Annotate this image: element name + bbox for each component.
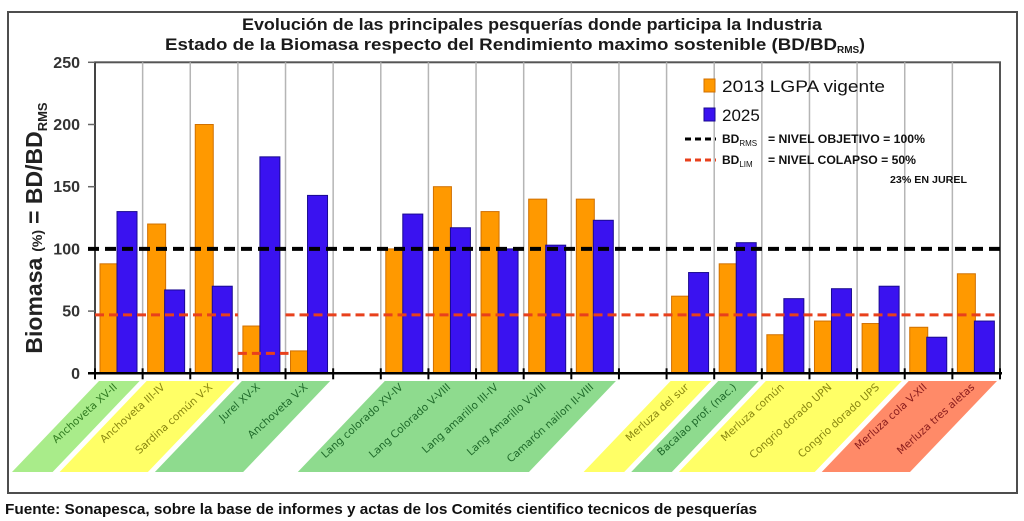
bar-2025-lang-amarillo-iii-iv (497, 248, 519, 374)
bar-2013-lgpa-vigente-congrio-dorado-upn (813, 320, 833, 374)
bar-2013-lgpa-vigente-lang-colorado-xv-iv (385, 248, 405, 374)
category-group-band (154, 381, 331, 472)
source-footer: Fuente: Sonapesca, sobre la base de info… (5, 501, 757, 518)
y-axis: 0 50 100 150 200 250 (53, 55, 96, 383)
y-tick-label: 0 (71, 366, 80, 383)
bar-2025-merluza-tres-aletas (973, 320, 995, 374)
bar-2013-lgpa-vigente-jurel-xv-x (242, 325, 262, 374)
bar-2013-lgpa-vigente-anchoveta-iii-iv (147, 223, 167, 374)
y-axis-label-percent: (%) (29, 230, 45, 252)
category-group-band (631, 381, 759, 472)
bar-2013-lgpa-vigente-lang-amarillo-v-viii (528, 198, 548, 374)
legend-jurel-note: 23% EN JUREL (890, 175, 967, 186)
chart-title-line-2-main: Estado de la Biomasa respecto del Rendim… (165, 35, 837, 54)
bar-2025-merluza-del-sur (688, 272, 710, 374)
legend-bd-lim-subscript: LIM (739, 160, 753, 169)
bar-2025-anchoveta-xv-ii (116, 211, 138, 374)
bar-2025-lang-colorado-xv-iv (402, 213, 424, 374)
bar-2013-lgpa-vigente-merluza-cola-v-xii (909, 326, 929, 374)
bar-2025-lang-amarillo-v-viii (545, 244, 567, 374)
bar-2013-lgpa-vigente-camaron-nailon-ii-viii (575, 198, 595, 374)
bar-2013-lgpa-vigente-anchoveta-v-x (290, 350, 310, 374)
bar-2025-merluza-comun (783, 298, 805, 374)
bar-2013-lgpa-vigente-bacalao-prof-nac (718, 263, 738, 374)
bar-2025-merluza-cola-v-xii (926, 336, 948, 374)
bar-2025-jurel-xv-x (259, 156, 281, 374)
legend-bd-rms-description: = NIVEL OBJETIVO = 100% (768, 132, 925, 146)
bar-2025-bacalao-prof-nac (735, 242, 757, 374)
category-label-bands (12, 381, 997, 472)
legend-item-2013: 2013 LGPA vigente (703, 77, 885, 96)
legend: 2013 LGPA vigente 2025 BDRMS = NIVEL OBJE… (685, 77, 967, 186)
y-axis-label-equation: = BD/BD (21, 131, 47, 224)
bar-2025-congrio-dorado-ups (878, 285, 900, 374)
bar-2013-lgpa-vigente-merluza-comun (766, 334, 786, 374)
category-group-band (821, 381, 997, 472)
legend-label-bd-rms: BDRMS = NIVEL OBJETIVO = 100% (722, 132, 925, 148)
y-tick-label: 100 (53, 241, 80, 258)
legend-item-2025: 2025 (703, 106, 760, 125)
legend-bd-lim-name: BD (722, 153, 740, 167)
chart-title-line-2-subscript: RMS (837, 45, 860, 56)
legend-label-bd-lim: BDLIM = NIVEL COLAPSO = 50% (722, 153, 916, 169)
category-group-band (12, 381, 140, 472)
category-group-band (297, 381, 616, 472)
y-tick-label: 150 (53, 179, 80, 196)
bar-2025-congrio-dorado-upn (830, 288, 852, 374)
y-axis-label-subscript: RMS (35, 102, 50, 131)
y-tick-label: 250 (53, 55, 80, 72)
legend-label-2013: 2013 LGPA vigente (722, 77, 885, 96)
bar-2013-lgpa-vigente-lang-amarillo-iii-iv (480, 211, 500, 374)
legend-item-bd-lim: BDLIM = NIVEL COLAPSO = 50% 23% EN JUREL (685, 153, 967, 186)
legend-swatch-blue (703, 107, 716, 122)
chart-title-line-2: Estado de la Biomasa respecto del Rendim… (165, 35, 865, 56)
y-tick-label: 50 (62, 304, 80, 321)
y-axis-label-main: Biomasa (21, 258, 47, 354)
legend-bd-rms-subscript: RMS (739, 139, 757, 148)
category-group-band (583, 381, 712, 472)
bar-2025-anchoveta-iii-iv (164, 289, 186, 374)
legend-item-bd-rms: BDRMS = NIVEL OBJETIVO = 100% (685, 132, 925, 148)
legend-swatch-orange (703, 78, 716, 93)
bar-2013-lgpa-vigente-lang-colorado-v-viii (432, 186, 452, 374)
bar-2025-sardina-comun-v-x (211, 285, 233, 374)
bar-2013-lgpa-vigente-anchoveta-xv-ii (99, 263, 119, 374)
chart-title-line-1: Evolución de las principales pesquerías … (242, 15, 823, 34)
legend-bd-lim-description: = NIVEL COLAPSO = 50% (768, 153, 916, 167)
category-group-band (678, 381, 902, 472)
x-axis (88, 368, 1002, 380)
legend-bd-rms-name: BD (722, 132, 740, 146)
bars (99, 124, 995, 374)
y-tick-label: 200 (53, 117, 80, 134)
bar-2025-anchoveta-v-x (307, 194, 329, 374)
y-axis-label: Biomasa (%) = BD/BDRMS (21, 102, 50, 354)
bar-2013-lgpa-vigente-merluza-tres-aletas (956, 273, 976, 374)
legend-label-2025: 2025 (722, 106, 760, 125)
chart-title-line-2-end: ) (859, 35, 865, 54)
bar-2013-lgpa-vigente-congrio-dorado-ups (861, 323, 881, 374)
bar-2025-camaron-nailon-ii-viii (592, 219, 614, 374)
reference-lines (88, 246, 1000, 355)
category-group-band (59, 381, 235, 472)
bar-2013-lgpa-vigente-merluza-del-sur (671, 295, 691, 374)
